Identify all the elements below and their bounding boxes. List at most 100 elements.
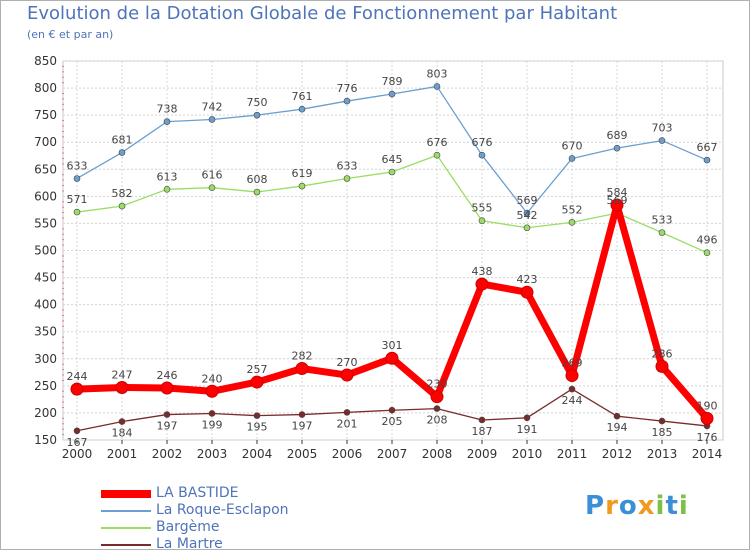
data-point bbox=[433, 405, 441, 412]
y-minor-tick bbox=[62, 125, 64, 127]
proxiti-logo: Proxiti bbox=[585, 491, 689, 521]
data-point bbox=[568, 219, 576, 226]
data-point bbox=[568, 385, 576, 393]
data-label: 633 bbox=[67, 159, 88, 172]
legend-swatch bbox=[101, 527, 151, 529]
data-point bbox=[700, 411, 714, 425]
data-label: 195 bbox=[247, 421, 268, 434]
data-point bbox=[703, 249, 711, 256]
data-label: 584 bbox=[607, 186, 628, 199]
data-label: 670 bbox=[562, 139, 583, 152]
data-label: 257 bbox=[247, 363, 268, 376]
x-tick-label: 2004 bbox=[242, 447, 273, 461]
y-minor-tick bbox=[62, 174, 64, 176]
x-tick-label: 2012 bbox=[602, 447, 633, 461]
data-point bbox=[250, 375, 264, 389]
data-label: 542 bbox=[517, 209, 538, 222]
data-point bbox=[433, 83, 441, 90]
y-tick-label: 350 bbox=[34, 325, 57, 339]
y-minor-tick bbox=[62, 271, 64, 273]
data-point bbox=[115, 380, 129, 394]
y-minor-tick bbox=[62, 320, 64, 322]
x-tick-label: 2008 bbox=[422, 447, 453, 461]
y-minor-tick bbox=[62, 390, 64, 392]
data-label: 244 bbox=[562, 394, 583, 407]
y-minor-tick bbox=[62, 130, 64, 132]
y-minor-tick bbox=[62, 201, 64, 203]
y-minor-tick bbox=[62, 228, 64, 230]
y-minor-tick bbox=[62, 92, 64, 94]
data-label: 776 bbox=[337, 82, 358, 95]
y-minor-tick bbox=[62, 260, 64, 262]
data-label: 246 bbox=[157, 369, 178, 382]
y-minor-tick bbox=[62, 98, 64, 100]
y-minor-tick bbox=[62, 434, 64, 436]
x-tick-label: 2002 bbox=[152, 447, 183, 461]
y-minor-tick bbox=[62, 152, 64, 154]
x-tick-label: 2003 bbox=[197, 447, 228, 461]
data-label: 270 bbox=[337, 356, 358, 369]
y-minor-tick bbox=[62, 266, 64, 268]
y-tick-label: 850 bbox=[34, 54, 57, 68]
legend-swatch bbox=[101, 544, 151, 546]
data-label: 438 bbox=[472, 265, 493, 278]
data-label: 676 bbox=[472, 136, 493, 149]
data-point bbox=[703, 156, 711, 164]
y-tick-label: 750 bbox=[34, 108, 57, 122]
x-tick-label: 2006 bbox=[332, 447, 363, 461]
data-point bbox=[385, 351, 399, 365]
data-label: 184 bbox=[112, 427, 133, 440]
data-point bbox=[208, 184, 216, 191]
y-minor-tick bbox=[62, 76, 64, 78]
data-point bbox=[565, 369, 579, 383]
data-label: 761 bbox=[292, 90, 313, 103]
data-label: 750 bbox=[247, 96, 268, 109]
data-point bbox=[658, 417, 666, 425]
data-point bbox=[208, 410, 216, 417]
data-point bbox=[118, 202, 126, 210]
data-point bbox=[658, 229, 666, 236]
y-tick-label: 400 bbox=[34, 298, 57, 312]
data-point bbox=[610, 198, 624, 212]
data-point bbox=[253, 111, 261, 119]
y-minor-tick bbox=[62, 407, 64, 409]
data-label: 205 bbox=[382, 415, 403, 428]
data-point bbox=[478, 151, 486, 159]
data-point bbox=[295, 362, 309, 376]
data-point bbox=[163, 186, 171, 193]
y-minor-tick bbox=[62, 428, 64, 430]
y-minor-tick bbox=[62, 336, 64, 338]
y-tick-label: 700 bbox=[34, 135, 57, 149]
y-tick-label: 450 bbox=[34, 271, 57, 285]
data-point bbox=[475, 277, 489, 291]
data-label: 247 bbox=[112, 368, 133, 381]
data-point bbox=[613, 412, 621, 420]
data-label: 496 bbox=[697, 234, 718, 247]
data-point bbox=[118, 418, 126, 425]
y-minor-tick bbox=[62, 282, 64, 284]
y-minor-tick bbox=[62, 71, 64, 73]
legend-label: La Martre bbox=[156, 536, 223, 552]
data-point bbox=[73, 175, 81, 182]
data-point bbox=[73, 208, 81, 216]
data-point bbox=[253, 188, 261, 196]
data-point bbox=[658, 137, 666, 144]
data-label: 286 bbox=[652, 347, 673, 360]
y-minor-tick bbox=[62, 401, 64, 403]
y-minor-tick bbox=[62, 374, 64, 376]
y-tick-label: 650 bbox=[34, 162, 57, 176]
data-point bbox=[70, 382, 84, 396]
data-label: 197 bbox=[292, 420, 313, 433]
y-minor-tick bbox=[62, 352, 64, 354]
data-label: 616 bbox=[202, 169, 223, 182]
data-label: 187 bbox=[472, 425, 493, 438]
legend-label: La Roque-Esclapon bbox=[156, 502, 289, 518]
y-minor-tick bbox=[62, 103, 64, 105]
data-label: 301 bbox=[382, 339, 403, 352]
y-minor-tick bbox=[62, 396, 64, 398]
y-tick-label: 500 bbox=[34, 244, 57, 258]
data-label: 738 bbox=[157, 103, 178, 116]
data-point bbox=[523, 224, 531, 232]
data-label: 789 bbox=[382, 75, 403, 88]
y-minor-tick bbox=[62, 120, 64, 122]
